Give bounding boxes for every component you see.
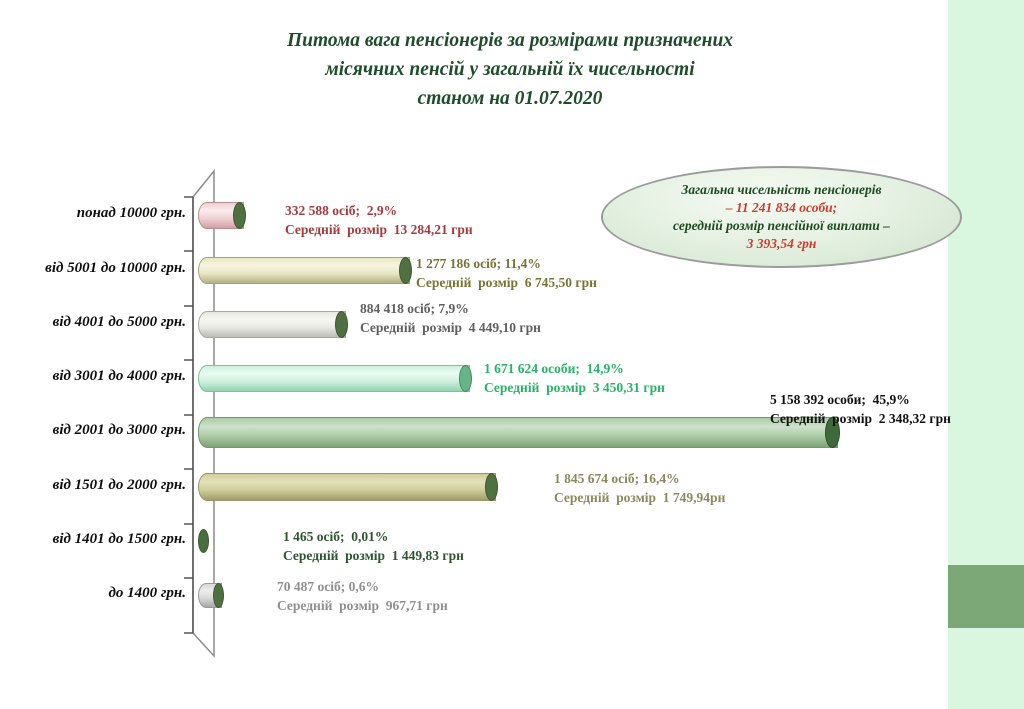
value-label-count: 1 671 624 особи; 14,9% (484, 361, 624, 376)
value-label: 1 277 186 осіб; 11,4% Середній розмір 6 7… (416, 254, 597, 292)
value-label-count: 5 158 392 особи; 45,9% (770, 392, 910, 407)
value-label-average: Середній розмір 13 284,21 грн (285, 222, 473, 237)
bar-cylinder (198, 256, 412, 284)
value-label: 884 418 осіб; 7,9% Середній розмір 4 449,… (360, 299, 541, 337)
bar-end-cap (485, 473, 498, 501)
bar-end-cap (825, 416, 840, 448)
bar-cylinder (198, 201, 246, 229)
bar-cylinder (198, 364, 472, 392)
category-label: від 4001 до 5000 грн. (52, 314, 186, 330)
value-label-average: Середній розмір 4 449,10 грн (360, 320, 541, 335)
value-label-count: 1 845 674 осіб; 16,4% (554, 471, 680, 486)
bar-cylinder (198, 473, 498, 501)
value-label: 1 465 осіб; 0,01% Середній розмір 1 449,8… (283, 527, 464, 565)
value-label-average: Середній розмір 1 749,94рн (554, 490, 726, 505)
callout-line4: 3 393,54 грн (746, 236, 817, 251)
value-label: 70 487 осіб; 0,6% Середній розмір 967,71 … (277, 577, 448, 615)
category-label: до 1400 грн. (108, 585, 186, 601)
bar-end-cap (459, 364, 472, 392)
bar-cylinder (198, 310, 348, 338)
callout-line3: середній розмір пенсійної виплати – (673, 218, 890, 233)
category-label: від 3001 до 4000 грн. (52, 368, 186, 384)
bar-cylinder (198, 582, 224, 608)
category-label: від 1401 до 1500 грн. (52, 531, 186, 547)
bar-cylinder (198, 416, 840, 448)
category-label: від 5001 до 10000 грн. (45, 260, 186, 276)
bar-end-cap (213, 582, 224, 608)
value-label-count: 884 418 осіб; 7,9% (360, 301, 469, 316)
value-label-average: Середній розмір 1 449,83 грн (283, 548, 464, 563)
value-label-average: Середній розмір 6 745,50 грн (416, 275, 597, 290)
callout-oval: Загальна чисельність пенсіонерів – 11 24… (601, 166, 962, 268)
category-label: від 2001 до 3000 грн. (52, 422, 186, 438)
value-label-count: 70 487 осіб; 0,6% (277, 579, 379, 594)
page-title-line1: Питома вага пенсіонерів за розмірами при… (286, 30, 734, 51)
accent-block (948, 565, 1024, 628)
callout-line1: Загальна чисельність пенсіонерів (681, 182, 882, 197)
value-label: 1 671 624 особи; 14,9% Середній розмір 3 … (484, 359, 665, 397)
value-label-average: Середній розмір 3 450,31 грн (484, 380, 665, 395)
page-title: Питома вага пенсіонерів за розмірами при… (120, 26, 900, 113)
bar-end-cap (335, 310, 348, 338)
bar-end-cap (233, 201, 246, 229)
value-label-average: Середній розмір 967,71 грн (277, 598, 448, 613)
page-title-line2: місячних пенсій у загальній їх чисельнос… (325, 59, 695, 80)
bar-cylinder (198, 529, 209, 553)
value-label: 5 158 392 особи; 45,9% Середній розмір 2 … (770, 390, 951, 428)
bar-end-cap (399, 256, 412, 284)
category-label: від 1501 до 2000 грн. (52, 477, 186, 493)
page-title-line3: станом на 01.07.2020 (417, 88, 603, 109)
value-label-count: 1 465 осіб; 0,01% (283, 529, 389, 544)
value-label-count: 1 277 186 осіб; 11,4% (416, 256, 541, 271)
value-label: 1 845 674 осіб; 16,4% Середній розмір 1 7… (554, 469, 725, 507)
value-label-average: Середній розмір 2 348,32 грн (770, 411, 951, 426)
callout-line2: – 11 241 834 особи; (725, 200, 838, 215)
value-label: 332 588 осіб; 2,9% Середній розмір 13 284… (285, 201, 473, 239)
value-label-count: 332 588 осіб; 2,9% (285, 203, 398, 218)
category-label: понад 10000 грн. (76, 205, 186, 221)
